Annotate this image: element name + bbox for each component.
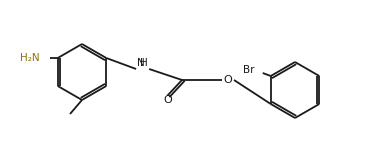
- Text: H₂N: H₂N: [20, 53, 40, 63]
- Text: O: O: [164, 95, 172, 105]
- Text: N: N: [137, 58, 145, 68]
- Text: H: H: [140, 58, 148, 68]
- Text: O: O: [224, 75, 232, 85]
- Text: Br: Br: [243, 65, 255, 75]
